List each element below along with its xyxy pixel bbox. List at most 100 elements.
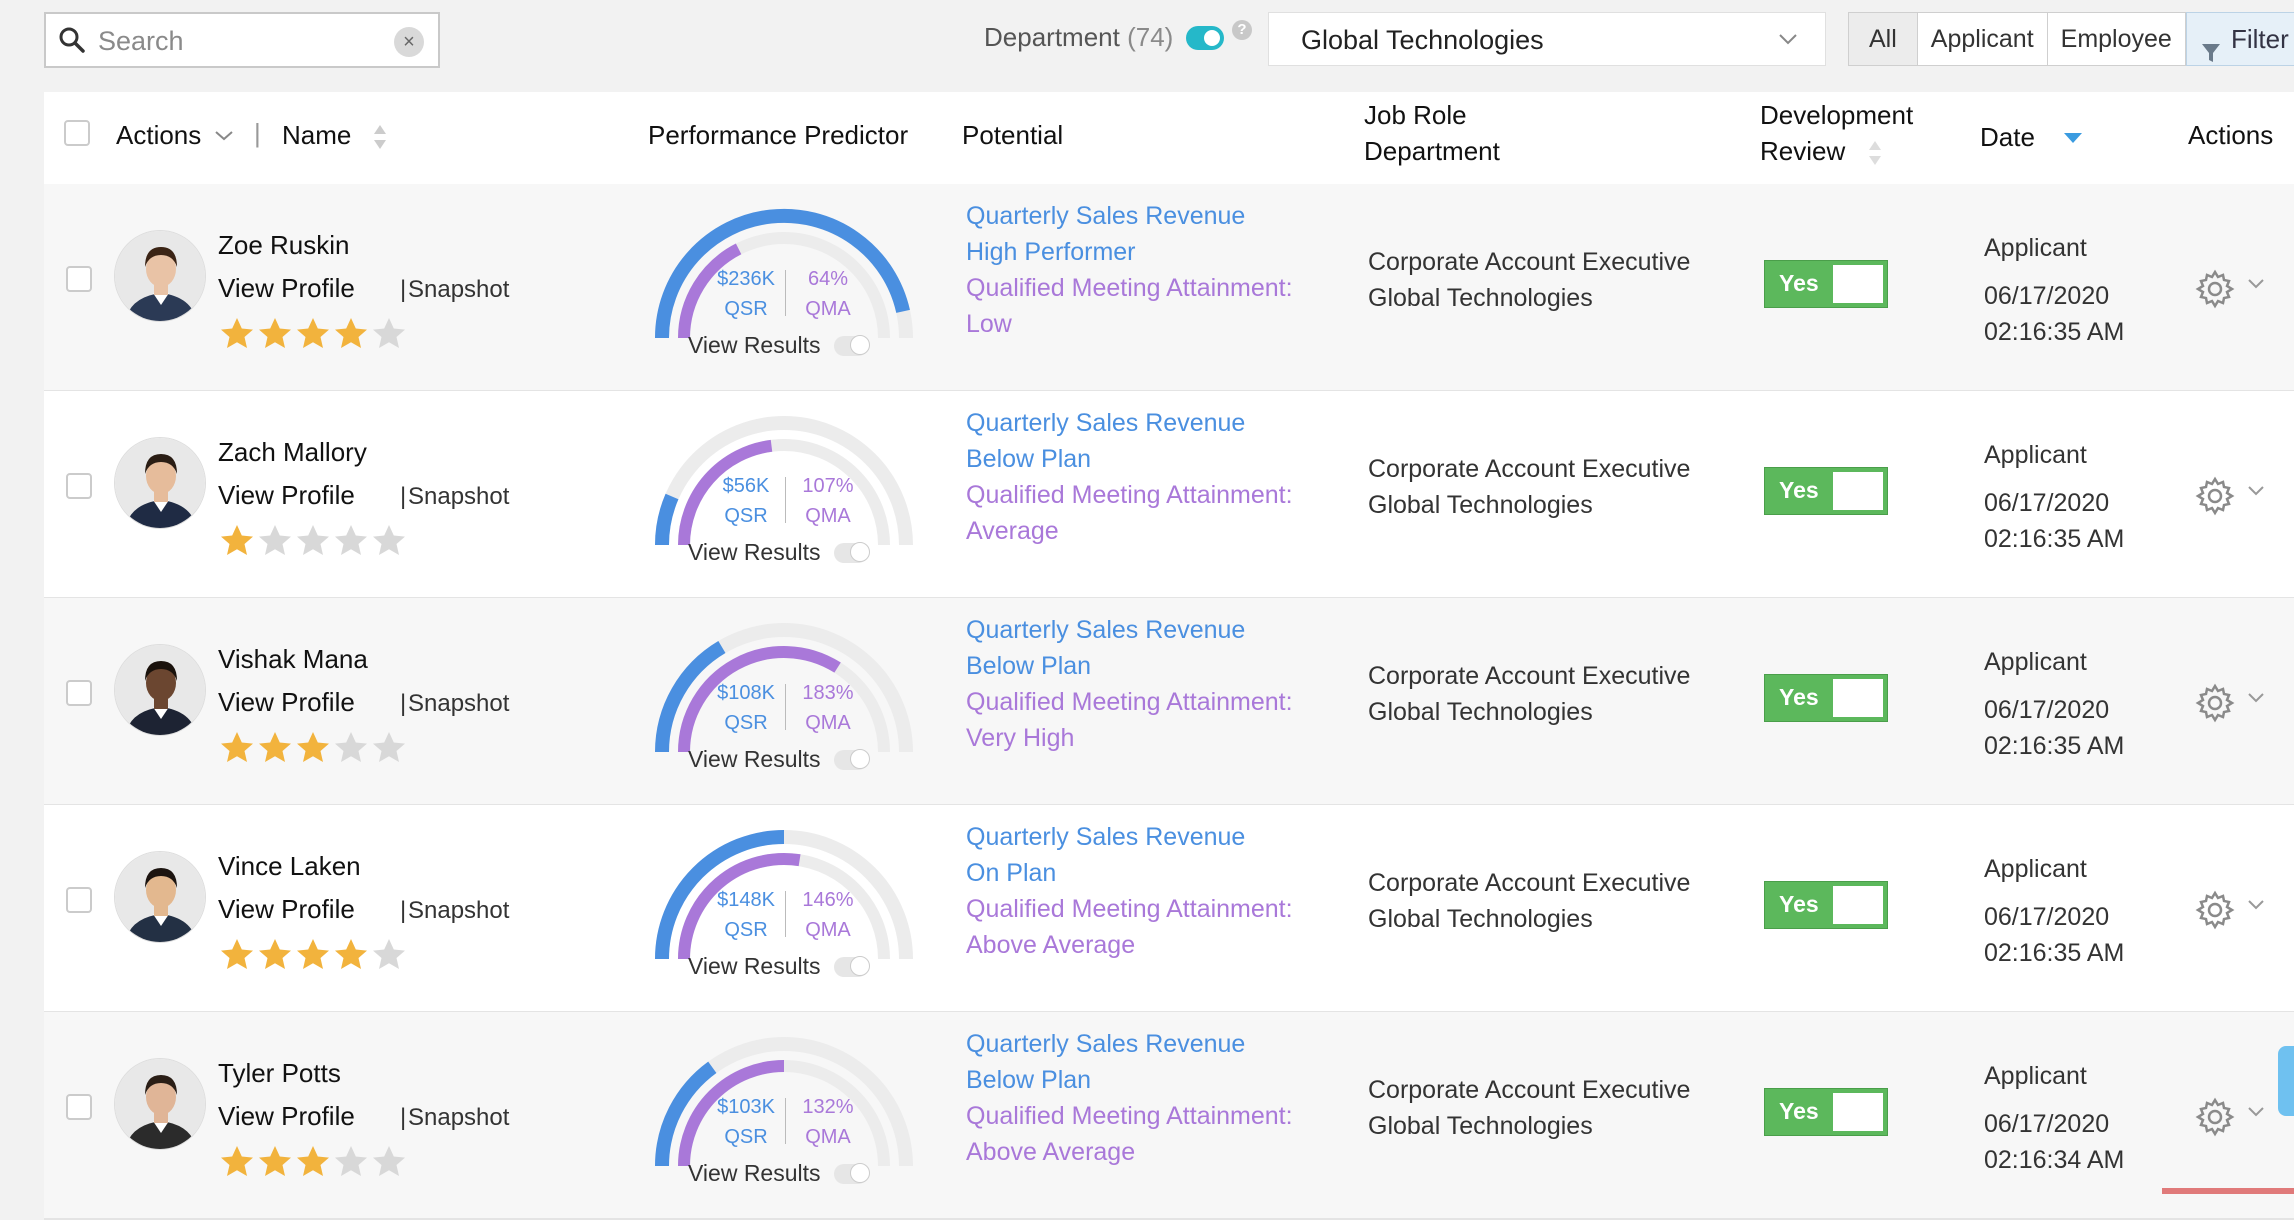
record-date: 06/17/2020 [1984, 282, 2110, 310]
snapshot-link[interactable]: Snapshot [408, 1104, 510, 1131]
star-icon [256, 316, 294, 355]
view-results-toggle[interactable] [834, 542, 870, 563]
filter-button-label: Filter [2231, 24, 2289, 54]
filter-all-button[interactable]: All [1849, 13, 1918, 65]
record-time: 02:16:35 AM [1984, 525, 2125, 553]
chevron-down-icon[interactable] [2246, 483, 2266, 504]
snapshot-link[interactable]: Snapshot [408, 483, 510, 510]
chevron-down-icon[interactable] [2246, 690, 2266, 711]
filter-applicant-button[interactable]: Applicant [1918, 13, 2048, 65]
gear-icon[interactable] [2194, 1096, 2236, 1143]
chevron-down-icon [214, 131, 233, 141]
view-profile-link[interactable]: View Profile [218, 273, 355, 303]
qma-value: 107% [802, 475, 854, 497]
qsr-value: $236K [717, 268, 775, 290]
row-checkbox[interactable] [66, 1094, 92, 1120]
development-review-yes: Yes [1779, 684, 1819, 710]
view-results-toggle[interactable] [834, 335, 870, 356]
star-icon [332, 523, 370, 562]
row-checkbox[interactable] [66, 266, 92, 292]
potential-column-header: Potential [962, 120, 1064, 150]
toggle-knob [1833, 1093, 1883, 1131]
star-icon [256, 1144, 294, 1183]
qma-arc [678, 1060, 785, 1167]
record-type: Applicant [1984, 234, 2087, 262]
development-review-toggle[interactable]: Yes [1764, 881, 1888, 929]
dev-review-header[interactable]: Review [1760, 136, 1884, 168]
potential-line-1: Quarterly Sales Revenue [966, 823, 1246, 851]
potential-line-2: Below Plan [966, 445, 1092, 473]
development-review-toggle[interactable]: Yes [1764, 674, 1888, 722]
snapshot-link[interactable]: Snapshot [408, 690, 510, 717]
star-icon [218, 730, 256, 769]
chevron-down-icon[interactable] [2246, 897, 2266, 918]
record-type: Applicant [1984, 1062, 2087, 1090]
search-box[interactable]: × [44, 12, 440, 68]
date-column-header[interactable]: Date [1980, 122, 2084, 153]
view-profile-link[interactable]: View Profile [218, 480, 355, 510]
record-date: 06/17/2020 [1984, 903, 2110, 931]
gear-icon[interactable] [2194, 475, 2236, 522]
view-results-toggle[interactable] [834, 956, 870, 977]
actions-dropdown[interactable]: Actions [116, 120, 235, 151]
qma-arc [678, 243, 742, 339]
performance-gauge [644, 612, 924, 762]
filter-button[interactable]: Filter [2186, 12, 2294, 66]
side-tab-handle[interactable] [2278, 1046, 2294, 1116]
filter-employee-button[interactable]: Employee [2060, 25, 2172, 53]
select-all-checkbox[interactable] [64, 120, 90, 146]
sort-icon [373, 125, 386, 150]
qma-arc [678, 646, 841, 753]
record-date: 06/17/2020 [1984, 1110, 2110, 1138]
star-rating [218, 937, 408, 976]
potential-line-4: Above Average [966, 931, 1136, 959]
department-toggle[interactable] [1186, 26, 1224, 50]
development-review-toggle[interactable]: Yes [1764, 467, 1888, 515]
snapshot-link[interactable]: Snapshot [408, 276, 510, 303]
header-divider: | [254, 118, 261, 148]
potential-line-1: Quarterly Sales Revenue [966, 202, 1246, 230]
avatar [114, 437, 206, 529]
department-select[interactable]: Global Technologies [1268, 12, 1826, 66]
potential-line-2: Below Plan [966, 1066, 1092, 1094]
chevron-down-icon [1777, 29, 1799, 54]
gear-icon[interactable] [2194, 682, 2236, 729]
view-results-toggle[interactable] [834, 1163, 870, 1184]
toolbar: × Department (74) ? Global Technologies … [0, 0, 2294, 88]
search-input[interactable] [96, 20, 380, 62]
gear-icon[interactable] [2194, 268, 2236, 315]
potential-line-3: Qualified Meeting Attainment: [966, 1102, 1293, 1130]
avatar [114, 230, 206, 322]
actions-right-column-header: Actions [2188, 120, 2274, 150]
star-icon [370, 523, 408, 562]
star-icon [332, 730, 370, 769]
row-checkbox[interactable] [66, 473, 92, 499]
view-profile-link[interactable]: View Profile [218, 894, 355, 924]
view-profile-link[interactable]: View Profile [218, 1101, 355, 1131]
gear-icon[interactable] [2194, 889, 2236, 936]
potential-line-2: On Plan [966, 859, 1057, 887]
candidate-name: Vince Laken [218, 851, 361, 881]
star-icon [218, 316, 256, 355]
development-review-toggle[interactable]: Yes [1764, 260, 1888, 308]
chevron-down-icon[interactable] [2246, 276, 2266, 297]
name-column-header[interactable]: Name [282, 120, 389, 152]
star-icon [294, 523, 332, 562]
clear-search-icon[interactable]: × [394, 27, 424, 57]
department-filter-label: Department (74) [984, 22, 1173, 53]
row-checkbox[interactable] [66, 887, 92, 913]
view-profile-link[interactable]: View Profile [218, 687, 355, 717]
help-icon[interactable]: ? [1232, 20, 1252, 40]
snapshot-link[interactable]: Snapshot [408, 897, 510, 924]
development-review-toggle[interactable]: Yes [1764, 1088, 1888, 1136]
department-count: (74) [1127, 22, 1174, 52]
link-separator: | [400, 483, 407, 510]
dev-review-header-line2: Review [1760, 136, 1846, 166]
view-results-toggle[interactable] [834, 749, 870, 770]
star-icon [294, 1144, 332, 1183]
qsr-label: QSR [724, 298, 768, 320]
chevron-down-icon[interactable] [2246, 1104, 2266, 1125]
qsr-arc [655, 208, 910, 339]
qsr-label: QSR [724, 712, 768, 734]
row-checkbox[interactable] [66, 680, 92, 706]
